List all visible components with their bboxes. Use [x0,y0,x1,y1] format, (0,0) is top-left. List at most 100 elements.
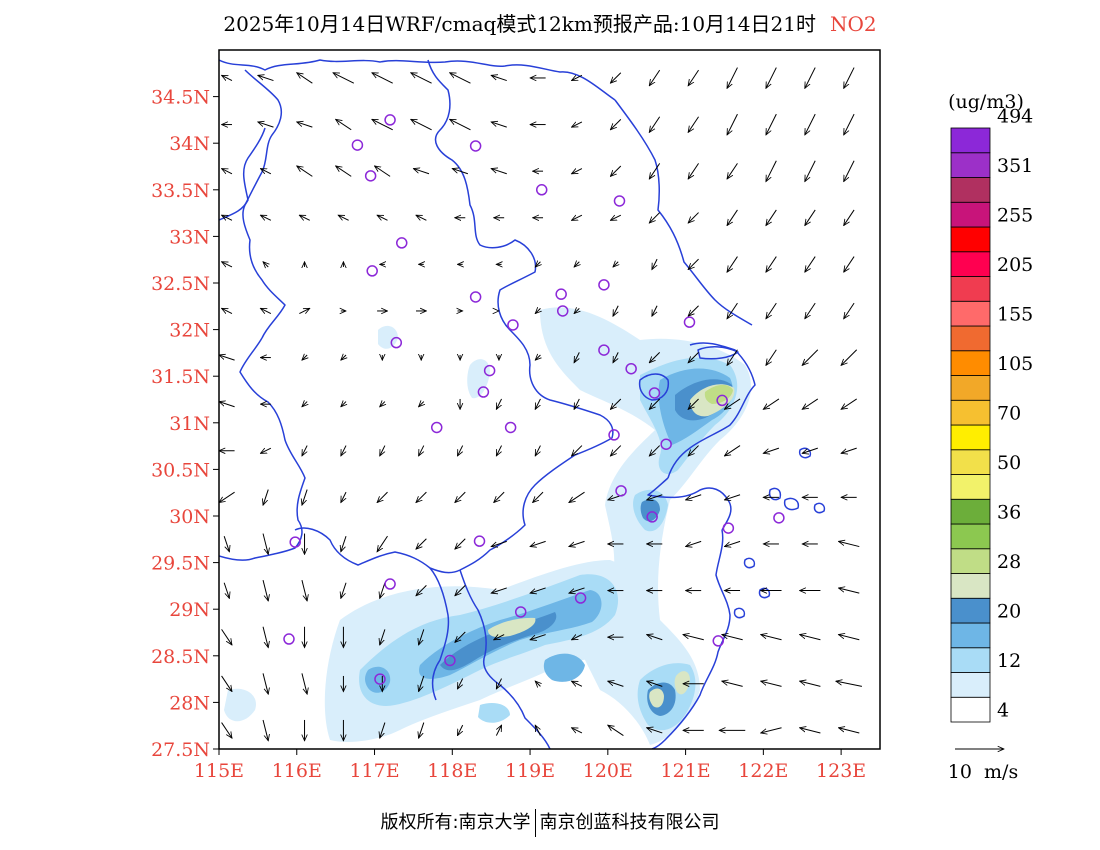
wind-arrow [686,540,702,546]
wind-arrow [574,398,580,409]
wind-arrow [219,355,235,361]
wind-arrow [297,122,313,128]
wind-arrow [724,398,741,409]
legend-swatch [950,375,991,401]
station-marker [598,344,610,356]
wind-arrow [491,169,507,175]
wind-arrow [724,540,741,546]
station-marker [289,536,301,548]
wind-arrow [688,445,699,456]
boundary-shandong-henan [219,59,616,101]
legend-label: 28 [997,551,1021,573]
title-pollutant: NO2 [829,12,877,36]
color-legend: 4 12 20 28 36 50 70 105 155 205 255 351 494 [950,106,1033,723]
station-marker [556,305,569,317]
legend-swatch [950,201,991,228]
station-marker [444,654,456,667]
wind-arrow [263,489,269,506]
monitoring-stations [283,114,785,685]
wind-arrow [727,113,738,135]
wind-arrow [222,215,233,221]
legend-swatch [950,251,991,277]
legend-swatch [950,325,991,352]
boundary-fujian-zhejiang [459,569,551,749]
wind-arrow [336,166,352,177]
wind-arrow [838,728,860,734]
x-tick-label: 116E [272,760,322,782]
wind-arrow [219,402,235,408]
conc-area-small-3 [478,703,510,723]
boundary-anhui-zhejiang [459,437,613,571]
wind-arrow [610,398,622,409]
wind-arrow [572,121,583,127]
wind-arrow [686,24,702,40]
wind-arrow [610,24,620,40]
wind-arrow [262,533,268,555]
y-tick-label: 28N [169,692,210,714]
y-tick-label: 31.5N [151,366,210,388]
wind-vectors [219,24,862,741]
wind-arrow [419,402,424,407]
wind-arrow [219,491,235,502]
wind-arrow [491,540,507,546]
boundary-jiangxi-fujian [429,567,450,701]
station-marker [477,386,490,398]
wind-arrow [647,681,663,687]
wind-arrow [341,445,347,456]
boundary-chongming [697,346,739,360]
y-tick-label: 32.5N [151,273,210,295]
wind-arrow [647,24,663,40]
wind-arrow [688,69,699,86]
wind-arrow [416,215,427,221]
wind-arrow [649,163,661,179]
wind-arrow [262,580,268,601]
wind-arrow [419,629,425,645]
wind-arrow [450,119,471,131]
wind-arrow [574,308,579,313]
boundary-islands-5 [733,607,746,619]
wind-arrow [222,262,233,268]
boundary-anhui-jiangxi [294,527,461,574]
footer-left: 版权所有:南京大学 [380,812,531,833]
wind-arrow [688,305,699,316]
wind-arrow [496,445,503,456]
legend-label: 20 [997,601,1021,623]
wind-arrow [457,724,464,735]
boundary-islands-1 [768,487,782,501]
wind-arrow [727,302,738,319]
wind-arrow [301,580,307,601]
legend-label: 36 [997,502,1021,524]
wind-arrow [844,160,855,182]
wind-arrow [450,73,471,84]
legend-swatch [950,399,991,426]
wind-arrow [761,727,782,733]
wind-arrow [455,585,466,595]
legend-swatch [950,548,991,574]
wind-arrow [372,119,393,131]
boundary-hangzhou-bay [647,477,732,531]
conc-area-shanghai-28 [704,384,733,404]
legend-swatch [950,177,991,203]
wind-arrow [301,673,307,694]
wind-arrow [455,538,466,549]
wind-arrow [221,722,232,739]
wind-arrow [569,540,585,546]
wind-arrow [802,349,819,366]
y-tick-label: 34N [169,133,210,155]
station-marker [374,673,386,685]
wind-arrow [377,215,388,221]
wind-arrow [297,73,313,84]
wind-arrow [535,398,541,409]
conc-area-quzhou-16 [543,653,585,682]
wind-arrow [222,169,233,175]
legend-swatch [950,449,991,475]
wind-arrow [530,540,546,546]
legend-label: 70 [997,403,1021,425]
wind-arrow [766,256,777,273]
y-tick-label: 28.5N [151,646,210,668]
wind-arrow [411,119,432,131]
wind-arrow [727,349,738,366]
wind-arrow [805,302,816,319]
wind-arrow [649,398,661,409]
wind-arrow [258,75,274,82]
